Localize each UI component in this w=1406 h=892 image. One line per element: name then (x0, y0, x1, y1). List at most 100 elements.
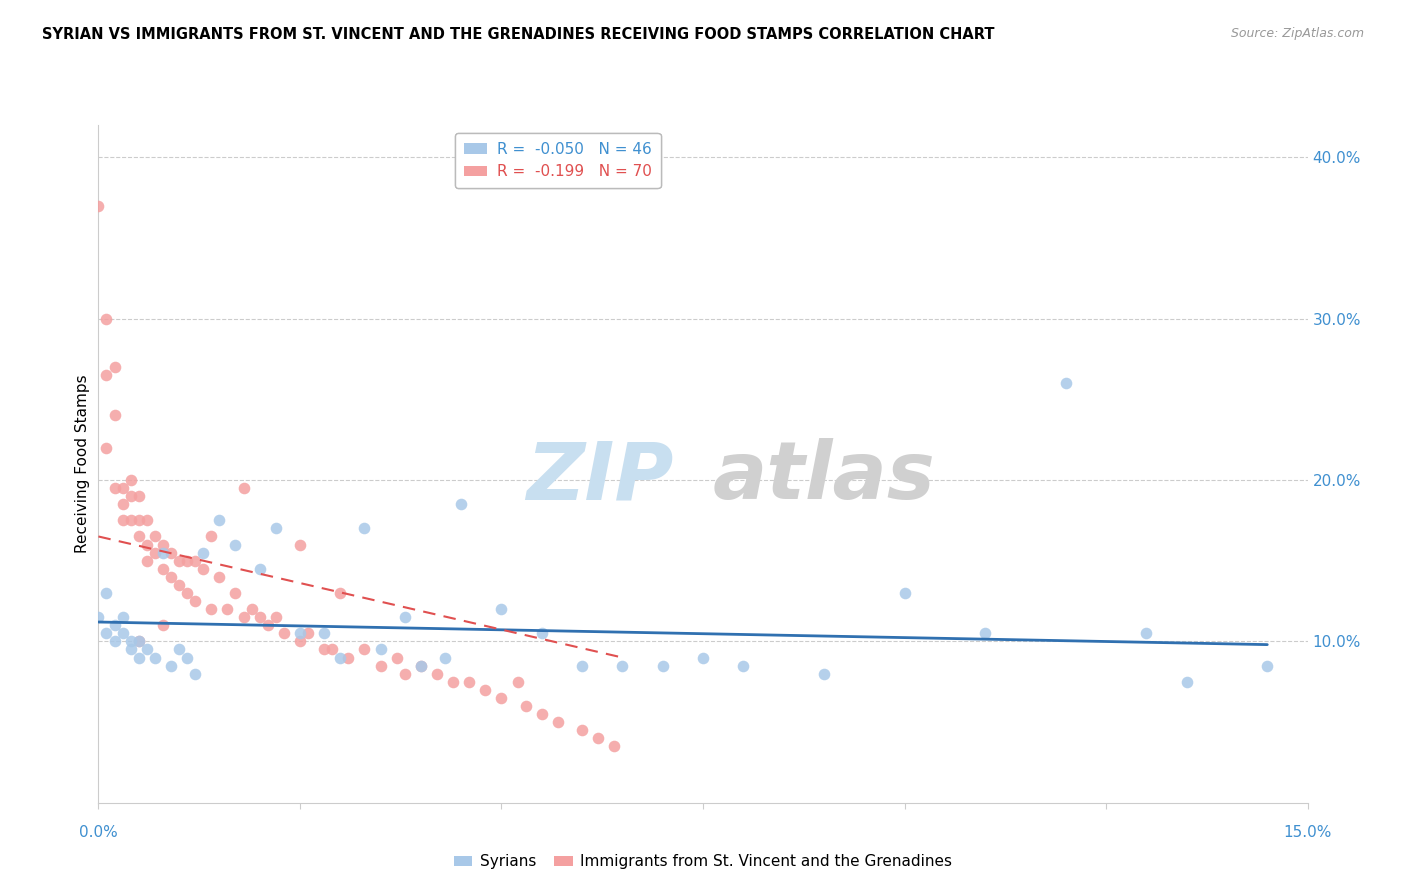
Point (321, 642, 343, 657)
Point (409, 658, 432, 673)
Point (441, 674, 464, 689)
Point (103, 359, 125, 374)
Point (152, 618, 174, 632)
Point (135, 642, 157, 657)
Point (160, 658, 183, 673)
Text: ZIP: ZIP (526, 438, 673, 516)
Point (184, 666, 207, 681)
Point (224, 537, 246, 551)
Point (893, 586, 915, 600)
Point (314, 642, 336, 657)
Point (128, 650, 150, 665)
Point (547, 715, 569, 730)
Point (96, 311, 118, 326)
Point (426, 666, 449, 681)
Point (96, 441, 118, 455)
Point (120, 634, 142, 648)
Point (603, 739, 626, 754)
Point (167, 578, 190, 592)
Point (103, 634, 125, 648)
Point (111, 481, 134, 495)
Point (96, 626, 118, 640)
Point (530, 706, 553, 721)
Point (193, 562, 215, 576)
Point (434, 650, 457, 665)
Point (491, 690, 513, 705)
Point (353, 521, 375, 535)
Point (491, 602, 513, 616)
Point (1054, 376, 1077, 391)
Point (264, 521, 287, 535)
Point (692, 650, 714, 665)
Point (120, 473, 142, 487)
Point (135, 513, 157, 527)
Point (571, 658, 593, 673)
Point (273, 626, 295, 640)
Point (103, 481, 125, 495)
Text: atlas: atlas (713, 438, 935, 516)
Point (515, 698, 537, 713)
Point (240, 602, 263, 616)
Point (176, 650, 198, 665)
Point (409, 658, 432, 673)
Y-axis label: Receiving Food Stamps: Receiving Food Stamps (75, 375, 90, 553)
Point (96, 368, 118, 382)
Point (160, 570, 183, 584)
Point (167, 554, 190, 568)
Point (232, 610, 254, 624)
Text: Source: ZipAtlas.com: Source: ZipAtlas.com (1230, 27, 1364, 40)
Point (385, 650, 408, 665)
Point (135, 537, 157, 551)
Point (353, 642, 375, 657)
Point (224, 586, 246, 600)
Point (264, 610, 287, 624)
Point (314, 626, 336, 640)
Point (184, 554, 207, 568)
Text: SYRIAN VS IMMIGRANTS FROM ST. VINCENT AND THE GRENADINES RECEIVING FOOD STAMPS C: SYRIAN VS IMMIGRANTS FROM ST. VINCENT AN… (42, 27, 994, 42)
Point (288, 537, 311, 551)
Point (200, 602, 222, 616)
Point (571, 723, 593, 738)
Point (506, 674, 529, 689)
Point (87, 198, 110, 212)
Point (176, 554, 198, 568)
Point (111, 497, 134, 511)
Point (394, 610, 416, 624)
Point (394, 666, 416, 681)
Point (111, 626, 134, 640)
Point (143, 546, 166, 560)
Point (232, 481, 254, 495)
Point (128, 634, 150, 648)
Point (450, 497, 472, 511)
Point (1175, 674, 1198, 689)
Point (586, 731, 609, 746)
Point (249, 610, 271, 624)
Point (288, 626, 311, 640)
Point (111, 610, 134, 624)
Point (120, 513, 142, 527)
Point (96, 586, 118, 600)
Point (370, 658, 392, 673)
Point (152, 537, 174, 551)
Point (329, 650, 352, 665)
Point (176, 586, 198, 600)
Point (329, 586, 352, 600)
Point (337, 650, 360, 665)
Point (651, 658, 673, 673)
Point (474, 682, 496, 697)
Point (128, 634, 150, 648)
Point (256, 618, 278, 632)
Point (128, 513, 150, 527)
Point (612, 658, 634, 673)
Point (530, 626, 553, 640)
Point (733, 658, 755, 673)
Point (87, 610, 110, 624)
Point (200, 529, 222, 543)
Point (120, 489, 142, 503)
Point (103, 618, 125, 632)
Point (103, 409, 125, 423)
Point (143, 650, 166, 665)
Point (193, 546, 215, 560)
Point (208, 570, 231, 584)
Point (249, 562, 271, 576)
